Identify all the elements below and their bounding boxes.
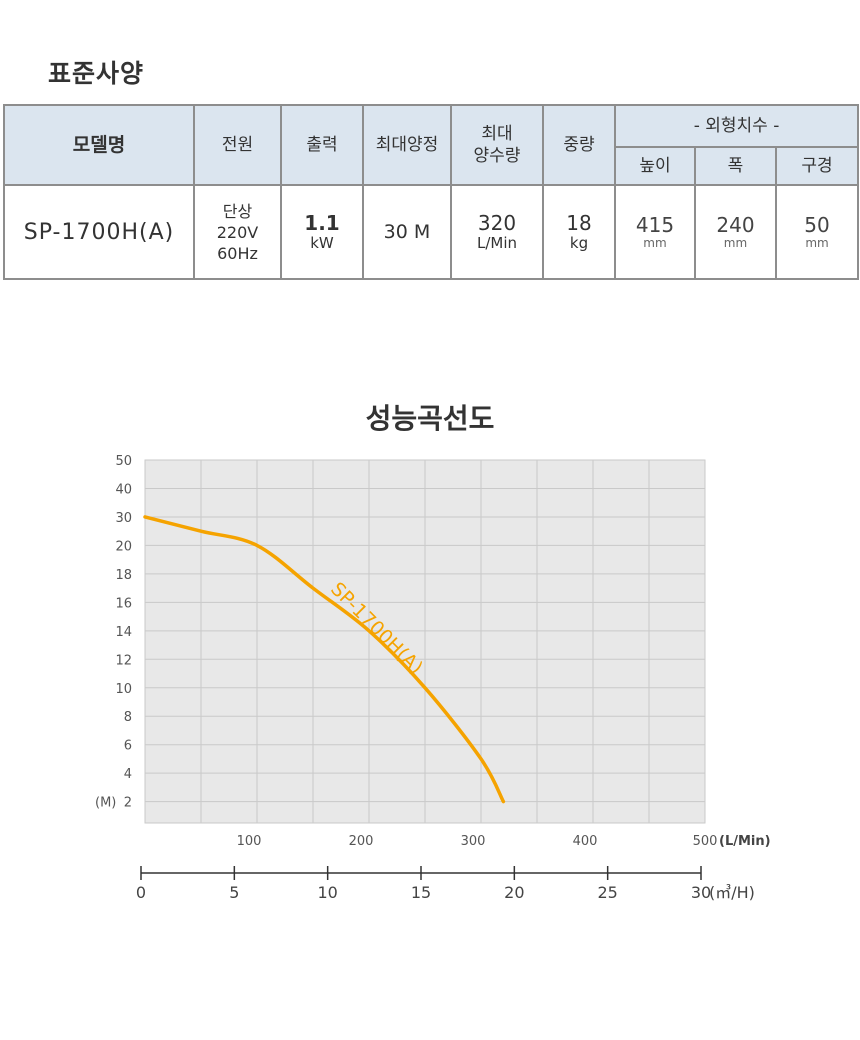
height-value: 415 mm xyxy=(614,184,696,280)
spec-table: 모델명 전원 출력 최대양정 최대 양수량 중량 - 외형치수 - 높이 폭 구… xyxy=(3,104,860,280)
power-voltage: 220V xyxy=(216,222,259,242)
x-tick-label: 200 xyxy=(349,834,374,849)
header-output: 출력 xyxy=(280,104,364,186)
bore-value: 50 mm xyxy=(774,184,860,280)
bore-number: 50 xyxy=(804,213,830,237)
x-tick-label: 500 xyxy=(693,834,718,849)
y-tick-label: 50 xyxy=(115,454,132,469)
height-number: 415 xyxy=(635,213,675,237)
y-tick-label: 6 xyxy=(124,739,132,754)
header-max-flow: 최대 양수량 xyxy=(450,104,544,186)
x2-tick-label: 10 xyxy=(317,883,337,902)
header-max-head: 최대양정 xyxy=(362,104,452,186)
x-tick-label: 100 xyxy=(237,834,262,849)
power-value: 단상 220V 60Hz xyxy=(193,184,282,280)
max-head-unit: M xyxy=(413,221,431,243)
header-width: 폭 xyxy=(694,146,777,186)
y-tick-label: 10 xyxy=(115,682,132,697)
x2-unit-label: (㎥/H) xyxy=(709,883,755,902)
series-line xyxy=(143,515,506,804)
width-number: 240 xyxy=(716,213,755,237)
x-unit-label: (L/Min) xyxy=(719,834,771,849)
y-tick-label: 14 xyxy=(115,625,132,640)
x2-tick-label: 30 xyxy=(691,883,711,902)
max-head-value: 30 M xyxy=(362,184,452,280)
x2-tick-label: 15 xyxy=(411,883,431,902)
bore-unit: mm xyxy=(805,236,829,250)
x2-tick-label: 20 xyxy=(504,883,524,902)
weight-value: 18 kg xyxy=(542,184,616,280)
power-phase: 단상 xyxy=(222,201,253,221)
y-tick-label: 8 xyxy=(124,710,132,725)
width-unit: mm xyxy=(723,236,748,250)
header-max-flow-line1: 최대 xyxy=(481,124,513,144)
x-tick-label: 400 xyxy=(573,834,598,849)
header-height: 높이 xyxy=(614,146,696,186)
chart-title: 성능곡선도 xyxy=(365,402,495,435)
x2-tick-label: 5 xyxy=(229,883,239,902)
x-tick-label: 300 xyxy=(461,834,486,849)
max-flow-unit: L/Min xyxy=(476,234,518,252)
header-model: 모델명 xyxy=(3,104,195,186)
x2-tick-label: 25 xyxy=(597,883,617,902)
header-power: 전원 xyxy=(193,104,282,186)
y-tick-label: 2 xyxy=(124,796,132,811)
y-tick-label: 18 xyxy=(115,568,132,583)
y-unit-label: (M) xyxy=(95,796,116,811)
header-max-flow-line2: 양수량 xyxy=(473,146,521,166)
width-value: 240 mm xyxy=(694,184,777,280)
output-value: 1.1 kW xyxy=(280,184,364,280)
weight-unit: kg xyxy=(569,234,589,252)
header-dimensions: - 외형치수 - xyxy=(613,104,860,148)
y-tick-label: 40 xyxy=(115,482,132,497)
max-head-number: 30 xyxy=(383,221,408,243)
y-tick-label: 20 xyxy=(115,539,132,554)
x2-tick-label: 0 xyxy=(136,883,146,902)
output-unit: kW xyxy=(310,234,334,252)
max-flow-value: 320 L/Min xyxy=(450,184,544,280)
header-bore: 구경 xyxy=(774,146,860,186)
header-weight: 중량 xyxy=(542,104,616,186)
max-flow-number: 320 xyxy=(477,211,517,235)
table-row: SP-1700H(A) 단상 220V 60Hz 1.1 kW 30 M 320… xyxy=(3,184,860,280)
section-title: 표준사양 xyxy=(48,59,145,88)
model-value: SP-1700H(A) xyxy=(3,184,195,280)
y-tick-label: 16 xyxy=(115,596,132,611)
y-tick-label: 4 xyxy=(124,767,132,782)
weight-number: 18 xyxy=(566,211,592,235)
power-frequency: 60Hz xyxy=(217,243,258,263)
height-unit: mm xyxy=(643,236,667,250)
output-number: 1.1 xyxy=(304,211,340,235)
y-tick-label: 12 xyxy=(115,653,132,668)
y-tick-label: 30 xyxy=(115,511,132,526)
